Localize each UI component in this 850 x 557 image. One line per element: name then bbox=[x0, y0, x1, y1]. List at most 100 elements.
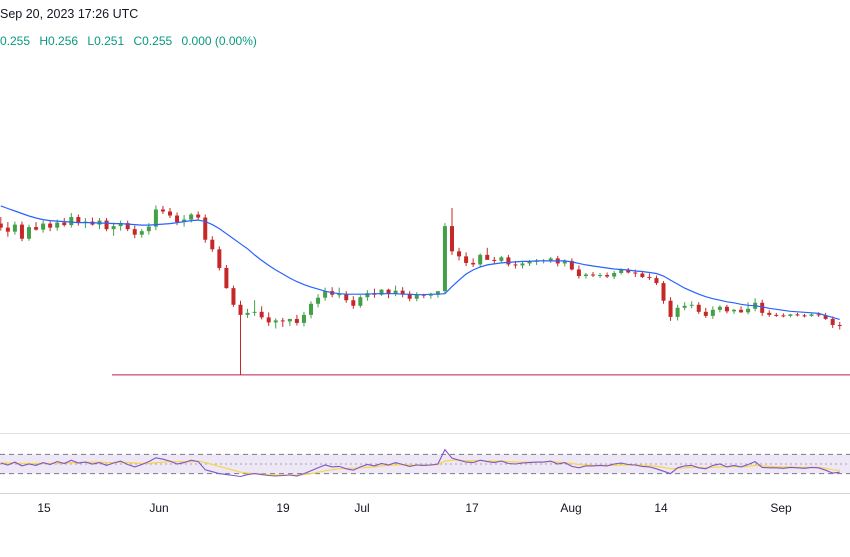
candle-body bbox=[168, 211, 172, 216]
candle-body bbox=[703, 311, 708, 316]
candle-body bbox=[27, 227, 31, 239]
candle-body bbox=[294, 318, 299, 323]
oscillator-line bbox=[0, 448, 840, 478]
oscillator-pane bbox=[0, 448, 850, 478]
candle-body bbox=[132, 229, 137, 235]
candle bbox=[407, 291, 412, 302]
candle-body bbox=[69, 217, 74, 226]
candle-body bbox=[626, 269, 631, 273]
candle-body bbox=[710, 309, 715, 316]
candle-body bbox=[612, 273, 617, 277]
candle bbox=[337, 287, 342, 299]
time-axis-label: 15 bbox=[37, 501, 51, 515]
chart-date-label: Sep 20, 2023 17:26 UTC bbox=[0, 7, 139, 21]
candle bbox=[210, 236, 215, 252]
candle-body bbox=[739, 309, 744, 313]
candle-body bbox=[19, 224, 24, 239]
candle bbox=[125, 220, 130, 232]
candle bbox=[245, 308, 250, 318]
candle-body bbox=[365, 293, 370, 298]
candle bbox=[252, 300, 257, 316]
candle-body bbox=[837, 324, 842, 326]
candle-body bbox=[203, 217, 208, 240]
candle bbox=[400, 287, 405, 298]
candle bbox=[598, 273, 603, 279]
candle-body bbox=[309, 303, 313, 315]
candle-body bbox=[118, 223, 123, 227]
candle-body bbox=[125, 223, 130, 230]
candle bbox=[365, 290, 370, 301]
candle-body bbox=[457, 251, 462, 257]
time-axis-label: 19 bbox=[276, 501, 290, 515]
candle bbox=[823, 312, 828, 320]
time-axis-label: Jul bbox=[354, 501, 369, 515]
candle-body bbox=[34, 227, 39, 230]
candle-body bbox=[795, 314, 800, 316]
candle-body bbox=[774, 314, 779, 316]
candle-body bbox=[189, 214, 194, 220]
candle bbox=[393, 285, 398, 297]
candle bbox=[605, 272, 610, 279]
candle-body bbox=[351, 300, 356, 306]
candle bbox=[626, 267, 631, 274]
candle bbox=[591, 272, 595, 278]
candle bbox=[104, 218, 109, 232]
candle-body bbox=[393, 290, 398, 294]
candle-body bbox=[598, 275, 603, 277]
candle bbox=[485, 247, 490, 260]
candle-body bbox=[301, 314, 306, 323]
candle bbox=[668, 297, 673, 321]
candle-body bbox=[0, 223, 3, 228]
time-axis-label: 14 bbox=[654, 501, 668, 515]
candle-body bbox=[266, 317, 271, 323]
high-value: H0.256 bbox=[39, 34, 79, 48]
candle-body bbox=[111, 226, 116, 230]
candle bbox=[675, 304, 680, 321]
candle bbox=[132, 225, 137, 239]
candle bbox=[795, 312, 800, 317]
candle-body bbox=[605, 275, 610, 277]
candle-body bbox=[182, 219, 187, 223]
candle-body bbox=[485, 254, 490, 260]
candle bbox=[647, 273, 652, 281]
candle-body bbox=[675, 307, 680, 317]
candle-body bbox=[450, 226, 454, 252]
candle bbox=[323, 287, 328, 301]
candle-body bbox=[471, 262, 476, 265]
candle-body bbox=[259, 311, 264, 318]
candle-body bbox=[76, 217, 81, 223]
candle bbox=[231, 285, 236, 307]
candle-body bbox=[287, 318, 292, 322]
candle bbox=[739, 306, 744, 313]
candle bbox=[753, 298, 758, 312]
candle-body bbox=[640, 273, 645, 278]
candle bbox=[48, 221, 53, 232]
candle-body bbox=[153, 209, 158, 227]
candle-body bbox=[175, 215, 180, 223]
candle-body bbox=[576, 269, 581, 277]
candle bbox=[802, 313, 807, 318]
candle-body bbox=[661, 283, 666, 301]
candle bbox=[5, 222, 10, 237]
candle-body bbox=[245, 312, 250, 315]
ohlc-readout: 0.255 H0.256 L0.251 C0.255 0.000 (0.00%) bbox=[0, 34, 263, 48]
candle-body bbox=[781, 315, 786, 317]
candle bbox=[492, 256, 497, 265]
candle-body bbox=[569, 260, 574, 270]
candle-body bbox=[548, 258, 553, 261]
candle bbox=[809, 313, 814, 317]
candle bbox=[774, 312, 779, 317]
candle-body bbox=[400, 290, 405, 295]
candle bbox=[273, 318, 278, 329]
candle bbox=[259, 306, 264, 320]
candle-body bbox=[316, 297, 321, 304]
candlestick-pane bbox=[0, 205, 850, 376]
candle-body bbox=[435, 291, 440, 295]
candle bbox=[153, 205, 158, 231]
candle bbox=[499, 255, 504, 264]
candle-body bbox=[506, 257, 511, 265]
candle-body bbox=[760, 302, 765, 313]
candle bbox=[280, 317, 285, 327]
candle bbox=[534, 258, 539, 265]
